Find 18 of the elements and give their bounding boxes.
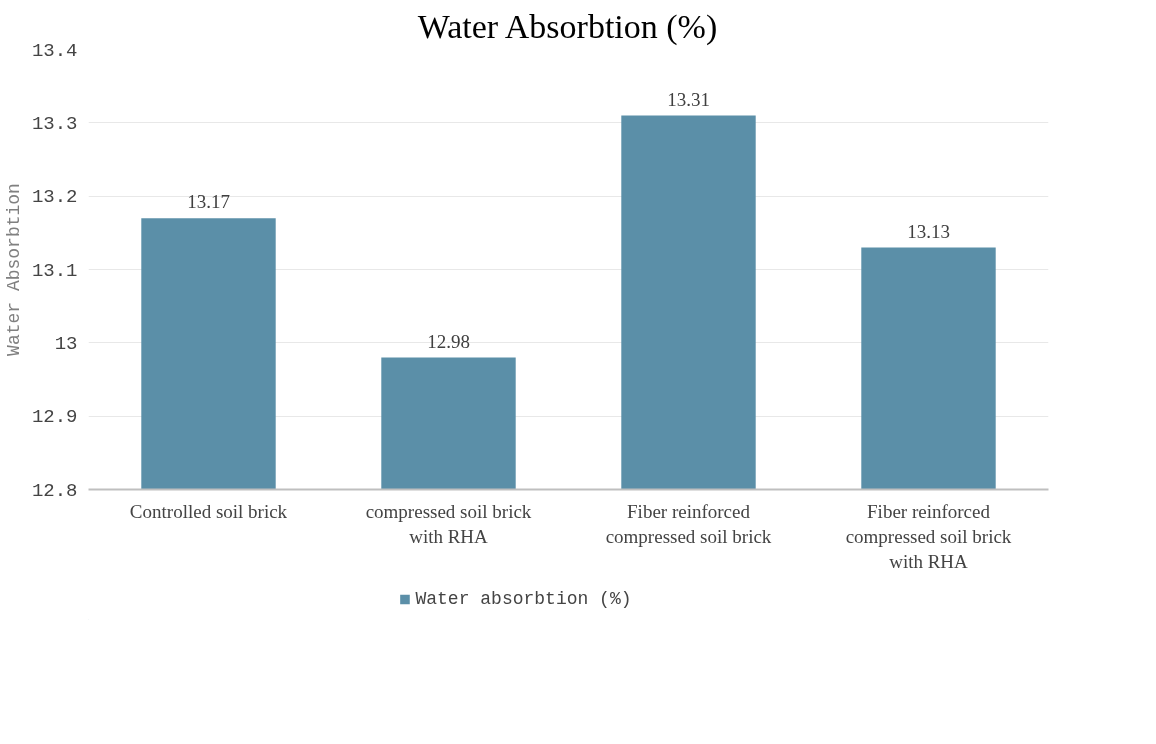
y-tick-label: 13.4 xyxy=(31,39,78,62)
y-tick-label: 13.2 xyxy=(31,186,78,209)
y-tick-label: 13 xyxy=(54,332,78,355)
x-tick-label: Controlled soil brick xyxy=(129,500,288,522)
x-tick-label: compressed soil brick with RHA xyxy=(365,500,532,547)
y-axis-title: Water Absorbtion xyxy=(3,183,24,356)
x-tick-label: Fiber reinforced compressed soil brick with RHA xyxy=(845,500,1012,572)
data-label: 12.98 xyxy=(427,330,470,352)
data-label: 13.13 xyxy=(907,220,950,242)
data-label: 13.17 xyxy=(187,191,230,213)
legend-label: Water absorbtion (%) xyxy=(415,589,632,609)
x-tick-label: Fiber reinforced compressed soil brick xyxy=(605,500,772,547)
chart-title: Water Absorbtion (%) xyxy=(417,7,718,46)
y-tick-label: 13.1 xyxy=(31,259,78,282)
data-label: 13.31 xyxy=(667,88,710,110)
y-tick-label: 12.9 xyxy=(31,406,78,429)
y-tick-label: 12.8 xyxy=(31,479,78,502)
y-tick-label: 13.3 xyxy=(31,112,78,135)
